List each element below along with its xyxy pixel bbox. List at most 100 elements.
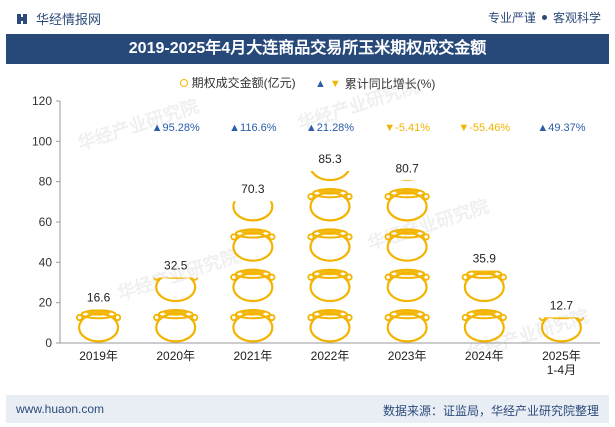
x-tick-label: 2021年	[234, 349, 273, 363]
pot-handle	[268, 314, 276, 322]
pot-handle	[268, 233, 276, 241]
x-tick-label: 1-4月	[547, 363, 576, 377]
pot-handle	[499, 273, 507, 281]
growth-label: ▲21.28%	[306, 122, 354, 134]
pot-handle	[308, 154, 313, 159]
pot-handle	[114, 314, 122, 322]
pot-handle	[424, 154, 429, 159]
pot-handle	[307, 233, 315, 241]
pot-coins	[395, 148, 419, 155]
pot-handle	[191, 314, 199, 322]
pot-handle	[345, 314, 353, 322]
pot-rim	[390, 149, 424, 157]
brand-logo-icon	[17, 13, 27, 24]
data-label: 12.7	[550, 298, 574, 312]
footer: www.huaon.com 数据来源：证监局，华经产业研究院整理	[6, 395, 609, 423]
pot-handle	[345, 233, 353, 241]
pot-handle	[307, 193, 315, 201]
pot-handle	[75, 314, 84, 322]
data-label: 16.6	[87, 291, 111, 305]
pot-handle	[384, 314, 392, 322]
x-tick-label: 2023年	[388, 349, 427, 363]
pot-handle	[384, 233, 392, 241]
y-tick-label: 60	[39, 215, 53, 229]
pot-body	[310, 170, 350, 182]
pot-handle	[230, 314, 238, 322]
pot-handle	[345, 273, 353, 281]
pot-coins	[394, 308, 420, 316]
brand: 华经情报网	[16, 9, 101, 28]
pot-handle	[153, 277, 161, 281]
footer-source: 数据来源：证监局，华经产业研究院整理	[382, 404, 599, 418]
data-label: 35.9	[473, 252, 497, 266]
data-label: 70.3	[241, 182, 265, 196]
bar	[461, 270, 507, 343]
pot-handle	[538, 317, 546, 322]
pot-coins	[163, 308, 188, 316]
pot-handle	[422, 273, 430, 281]
legend-growth-label: 累计同比增长(%)	[344, 77, 436, 91]
pot-handle	[191, 277, 199, 281]
legend: 期权成交金额(亿元) ▲ ▼ 累计同比增长(%)	[0, 74, 615, 92]
y-tick-label: 100	[32, 134, 52, 148]
pot-coins	[472, 308, 497, 316]
brand-name: 华经情报网	[36, 12, 102, 27]
bar-icons	[307, 154, 353, 343]
watermark: 华经产业研究院	[115, 245, 241, 304]
slogan-dot-icon	[541, 15, 547, 20]
legend-amount-label: 期权成交金额(亿元)	[191, 76, 296, 90]
pot-coins	[317, 308, 343, 316]
pot-coins	[240, 228, 266, 235]
bar	[307, 154, 353, 343]
pot-coins	[86, 309, 111, 316]
bar	[75, 309, 122, 343]
y-tick-label: 80	[39, 175, 53, 189]
footer-url: www.huaon.com	[16, 402, 105, 416]
pot-handle	[461, 314, 469, 322]
growth-label: ▲116.6%	[229, 122, 277, 134]
pot-coins	[317, 228, 343, 235]
bar	[384, 148, 430, 343]
pot-handle	[576, 317, 585, 322]
pot-handle	[230, 233, 238, 241]
pot-body	[540, 317, 582, 343]
bar-icons	[384, 148, 430, 343]
legend-item-amount: 期权成交金额(亿元)	[179, 74, 296, 91]
x-tick-label: 2022年	[311, 349, 350, 363]
pot-handle	[269, 194, 274, 199]
pot-handle	[422, 314, 430, 322]
triangle-down-icon: ▼	[329, 77, 341, 90]
watermark: 华经产业研究院	[365, 195, 491, 254]
pot-coins	[394, 187, 420, 195]
bar	[538, 317, 585, 343]
pot-body	[155, 277, 197, 303]
data-label: 80.7	[395, 161, 419, 175]
growth-label: ▲49.37%	[537, 122, 585, 134]
pot-handle	[384, 273, 392, 281]
y-tick-label: 20	[39, 296, 53, 310]
pot-coins	[240, 308, 266, 316]
pot-handle	[346, 154, 351, 159]
pot-handle	[461, 273, 469, 281]
x-tick-label: 2020年	[156, 349, 195, 363]
pot-coins	[317, 268, 343, 276]
pot-handle	[230, 273, 238, 281]
slogan: 专业严谨 客观科学	[488, 9, 601, 26]
bar-icons	[538, 317, 585, 343]
growth-label: ▲95.28%	[152, 122, 200, 134]
pot-coins	[394, 268, 420, 276]
y-tick-label: 120	[32, 94, 52, 108]
pot-coins	[472, 270, 497, 276]
bar	[230, 194, 276, 343]
pot-handle	[385, 154, 390, 159]
pot-body	[232, 201, 274, 222]
pot-rim	[466, 270, 503, 279]
pot-rim	[546, 317, 576, 320]
slogan-left: 专业严谨	[487, 11, 536, 25]
chart-title: 2019-2025年4月大连商品交易所玉米期权成交金额	[6, 34, 609, 64]
data-label: 32.5	[164, 258, 188, 272]
pot-handle	[307, 273, 315, 281]
coin-icon	[179, 78, 188, 87]
pot-handle	[422, 193, 430, 201]
x-tick-label: 2025年	[542, 349, 581, 363]
